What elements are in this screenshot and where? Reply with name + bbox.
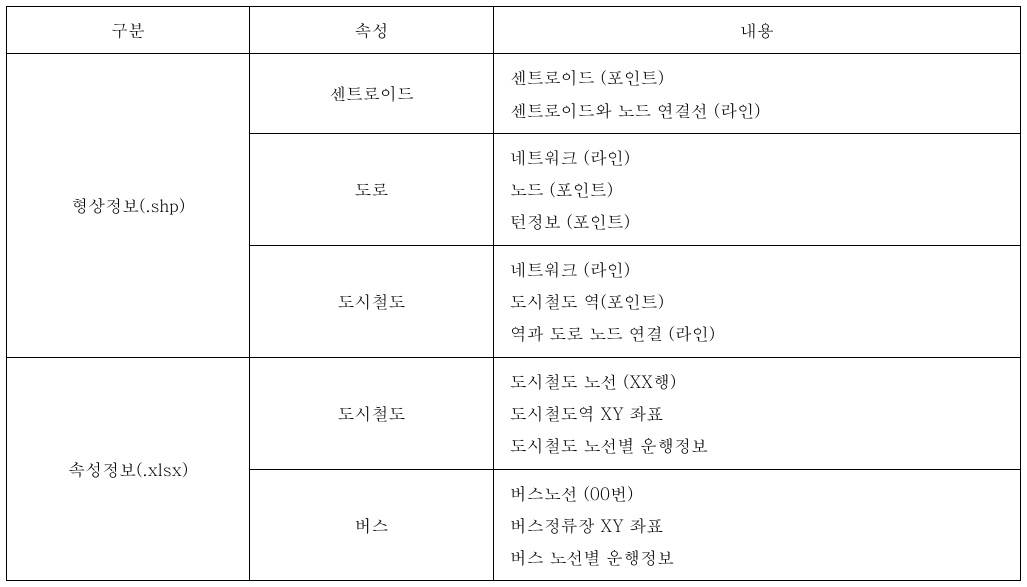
header-col3: 내용 [493,7,1020,54]
table-body: 형상정보(.shp) 센트로이드 센트로이드 (포인트)센트로이드와 노드 연결… [7,54,1021,581]
attr-cell: 도시철도 [250,245,493,357]
group-label: 속성정보(.xlsx) [7,357,250,581]
attr-cell: 센트로이드 [250,54,493,134]
content-cell: 네트워크 (라인)노드 (포인트)턴정보 (포인트) [493,133,1020,245]
attr-cell: 도시철도 [250,357,493,469]
header-col1: 구분 [7,7,250,54]
content-cell: 버스노선 (00번)버스정류장 XY 좌표버스 노선별 운행정보 [493,469,1020,581]
header-row: 구분 속성 내용 [7,7,1021,54]
header-col2: 속성 [250,7,493,54]
content-cell: 도시철도 노선 (XX행)도시철도역 XY 좌표도시철도 노선별 운행정보 [493,357,1020,469]
attr-cell: 버스 [250,469,493,581]
attr-cell: 도로 [250,133,493,245]
data-table: 구분 속성 내용 형상정보(.shp) 센트로이드 센트로이드 (포인트)센트로… [6,6,1021,581]
table-row: 속성정보(.xlsx) 도시철도 도시철도 노선 (XX행)도시철도역 XY 좌… [7,357,1021,469]
content-cell: 네트워크 (라인)도시철도 역(포인트)역과 도로 노드 연결 (라인) [493,245,1020,357]
content-cell: 센트로이드 (포인트)센트로이드와 노드 연결선 (라인) [493,54,1020,134]
table-row: 형상정보(.shp) 센트로이드 센트로이드 (포인트)센트로이드와 노드 연결… [7,54,1021,134]
group-label: 형상정보(.shp) [7,54,250,357]
